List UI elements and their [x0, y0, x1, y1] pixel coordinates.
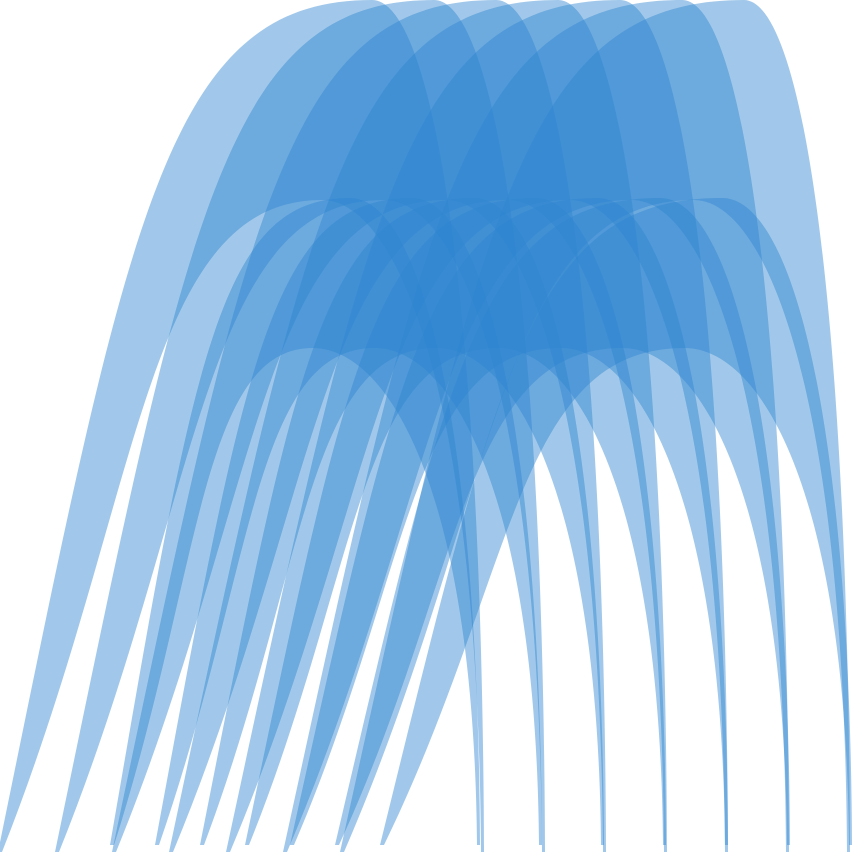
short-arch-group: [110, 198, 852, 845]
short-arch-3: [200, 198, 604, 845]
tall-arch-1: [0, 0, 484, 852]
short-arch-6: [335, 198, 790, 845]
short-arch-1: [110, 198, 480, 845]
tall-arch-4: [169, 0, 667, 852]
tall-arch-6: [283, 0, 789, 852]
tall-arch-3: [112, 0, 606, 852]
short-arch-5: [290, 198, 728, 845]
short-arch-4: [245, 198, 666, 845]
tall-arch-group: [0, 0, 850, 852]
tall-arch-5: [226, 0, 728, 852]
short-arch-2: [155, 198, 542, 845]
tall-arch-2: [55, 0, 545, 852]
tall-arch-7: [340, 0, 850, 852]
short-arch-7: [380, 198, 852, 845]
